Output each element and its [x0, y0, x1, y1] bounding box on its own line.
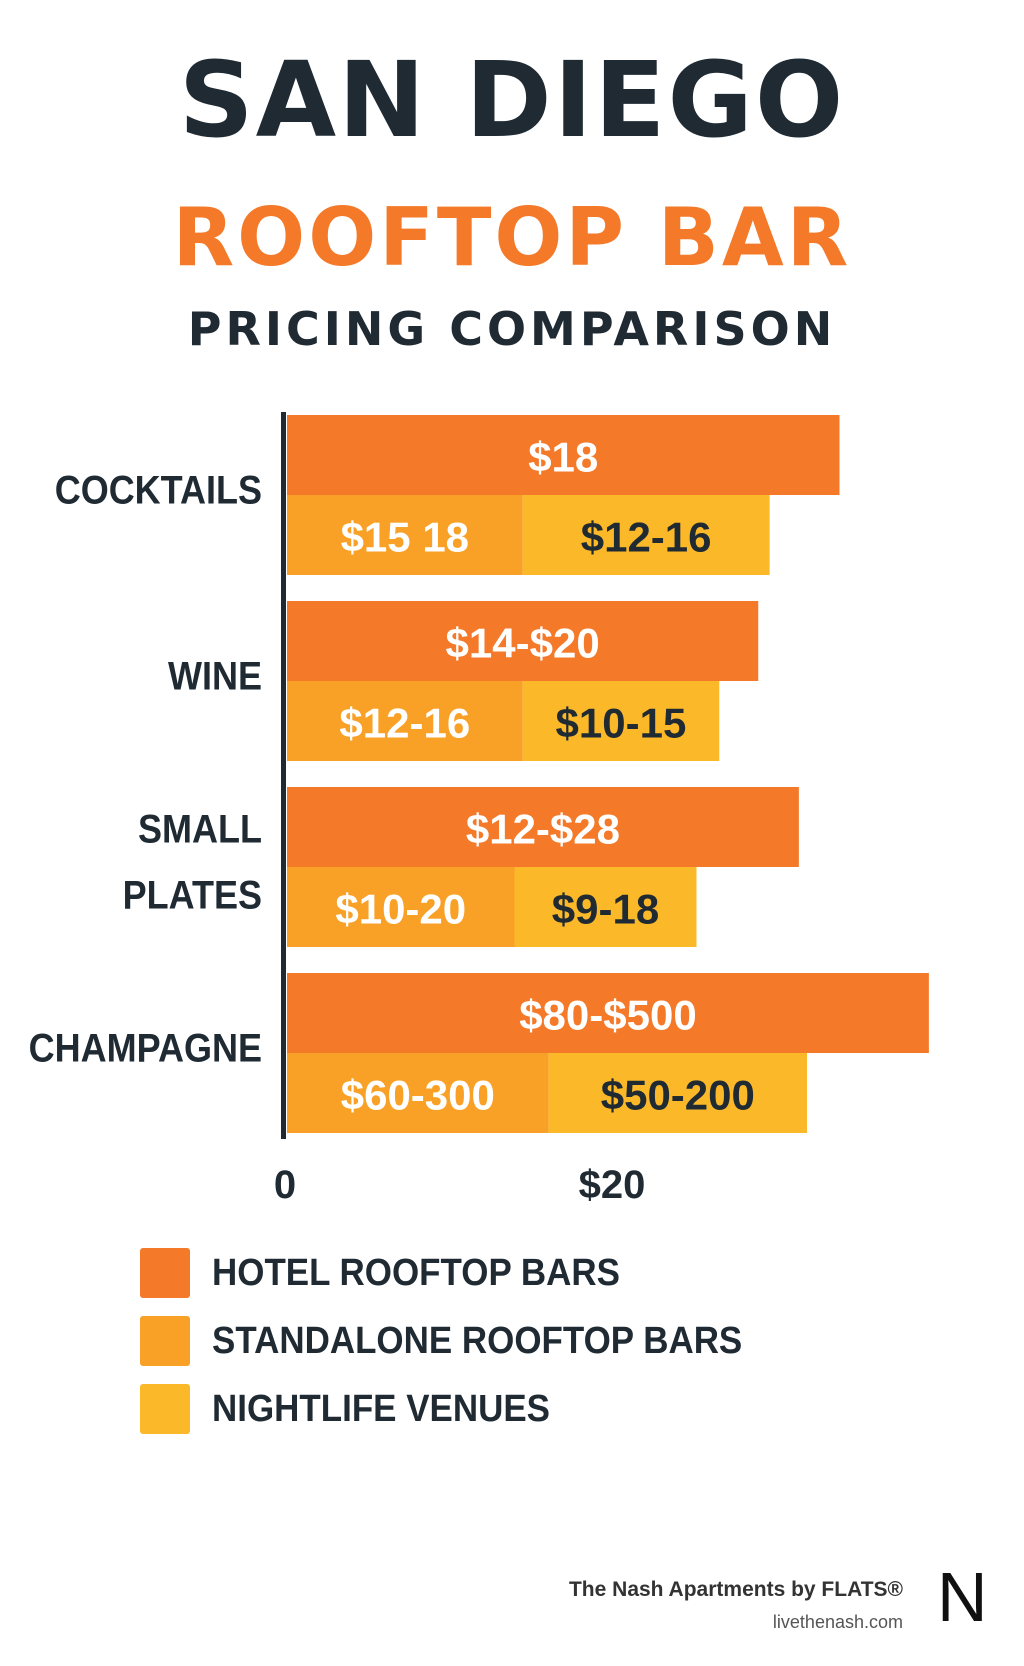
- bar-label-standalone: $10-20: [335, 886, 466, 933]
- category-label: PLATES: [123, 874, 262, 918]
- footer-brand: The Nash Apartments by FLATS®: [568, 1578, 903, 1601]
- bar-label-standalone: $12-16: [339, 700, 470, 747]
- footer-url: livethenash.com: [772, 1612, 903, 1632]
- bar-label-hotel: $18: [528, 434, 598, 481]
- bar-label-hotel: $80-$500: [519, 992, 697, 1039]
- legend-item-nightlife: NIGHTLIFE VENUES: [140, 1384, 788, 1434]
- bar-label-standalone: $15 18: [341, 514, 469, 561]
- title-line-1: SAN DIEGO: [178, 39, 846, 161]
- bar-label-hotel: $12-$28: [466, 806, 620, 853]
- bar-label-nightlife: $12-16: [581, 514, 712, 561]
- bar-label-nightlife: $10-15: [556, 700, 687, 747]
- x-tick-label: $20: [579, 1163, 646, 1207]
- chart-legend: HOTEL ROOFTOP BARS STANDALONE ROOFTOP BA…: [140, 1248, 788, 1452]
- bar-hotel: [287, 415, 840, 495]
- legend-label-standalone: STANDALONE ROOFTOP BARS: [212, 1319, 743, 1362]
- x-tick-label: 0: [274, 1163, 296, 1207]
- title-line-3: PRICING COMPARISON: [187, 302, 837, 356]
- category-label: WINE: [168, 655, 262, 699]
- legend-swatch-nightlife: [140, 1384, 190, 1434]
- bar-nightlife: [548, 1053, 807, 1133]
- bar-hotel: [287, 601, 759, 681]
- bar-nightlife: [522, 495, 770, 575]
- bar-label-hotel: $14-$20: [446, 620, 600, 667]
- legend-item-hotel: HOTEL ROOFTOP BARS: [140, 1248, 788, 1298]
- legend-swatch-hotel: [140, 1248, 190, 1298]
- legend-swatch-standalone: [140, 1316, 190, 1366]
- bar-nightlife: [514, 867, 697, 947]
- price-bar-chart: $18 $15 18 $12-16 COCKTAILS $14-$20 $12-16 $10…: [29, 412, 929, 1207]
- title-line-2: ROOFTOP BAR: [172, 191, 852, 284]
- bar-standalone: [287, 495, 523, 575]
- bar-standalone: [287, 681, 523, 761]
- category-label: SMALL: [138, 808, 262, 852]
- legend-label-nightlife: NIGHTLIFE VENUES: [212, 1387, 550, 1430]
- nash-logo: N: [937, 1558, 988, 1636]
- legend-label-hotel: HOTEL ROOFTOP BARS: [212, 1251, 620, 1294]
- bar-label-nightlife: $50-200: [601, 1072, 755, 1119]
- category-label: COCKTAILS: [55, 469, 262, 513]
- bar-hotel: [287, 787, 799, 867]
- bar-label-standalone: $60-300: [341, 1072, 495, 1119]
- bar-hotel: [287, 973, 929, 1053]
- bar-nightlife: [522, 681, 720, 761]
- y-axis-line: [281, 412, 286, 1139]
- bar-label-nightlife: $9-18: [552, 886, 659, 933]
- bar-standalone: [287, 1053, 549, 1133]
- category-label: CHAMPAGNE: [29, 1027, 262, 1071]
- legend-item-standalone: STANDALONE ROOFTOP BARS: [140, 1316, 788, 1366]
- bar-standalone: [287, 867, 515, 947]
